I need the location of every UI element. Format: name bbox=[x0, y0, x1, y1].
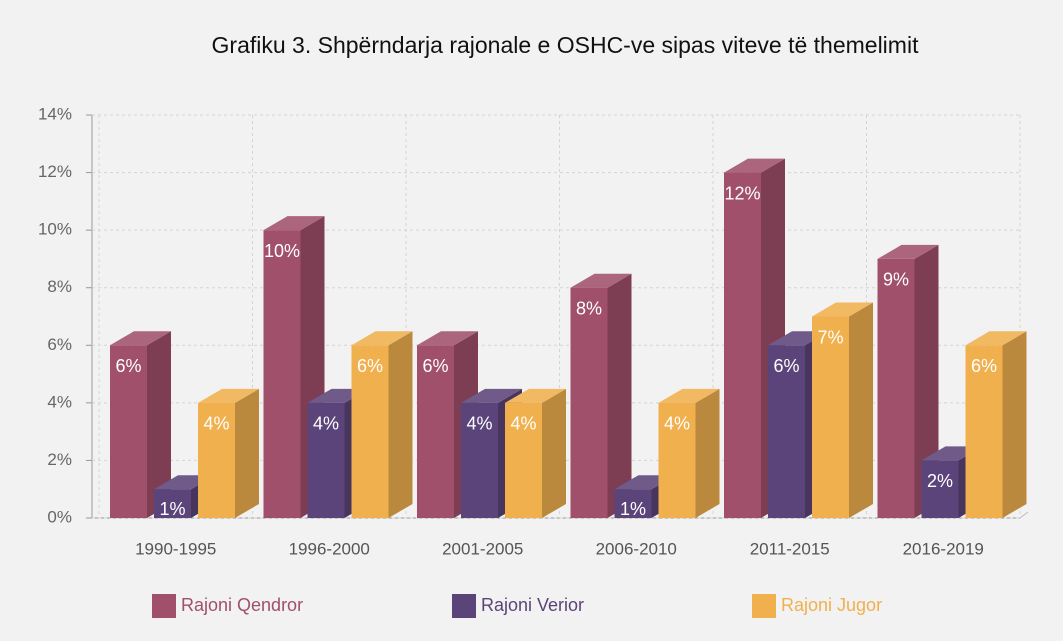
x-tick-label: 1990-1995 bbox=[135, 539, 216, 558]
bar bbox=[921, 460, 959, 518]
bar-side bbox=[695, 388, 720, 518]
x-tick-label: 2011-2015 bbox=[750, 539, 830, 558]
legend-label: Rajoni Verior bbox=[481, 595, 584, 615]
data-label: 4% bbox=[664, 414, 690, 434]
y-tick-label: 14% bbox=[38, 104, 72, 123]
bar bbox=[154, 489, 191, 518]
data-label: 6% bbox=[115, 356, 141, 376]
chart-title: Grafiku 3. Shpërndarja rajonale e OSHC-v… bbox=[212, 32, 920, 58]
x-tick-label: 2016-2019 bbox=[903, 539, 984, 558]
bar-side bbox=[235, 388, 259, 518]
bar-side bbox=[388, 331, 413, 518]
bar-top bbox=[877, 244, 939, 259]
bar-top bbox=[417, 331, 478, 346]
legend-label: Rajoni Jugor bbox=[781, 595, 882, 615]
bar-top bbox=[812, 302, 873, 317]
y-tick-label: 2% bbox=[47, 450, 72, 469]
legend-swatch bbox=[452, 594, 476, 618]
data-label: 7% bbox=[817, 327, 843, 347]
bar-top bbox=[351, 331, 413, 346]
bar bbox=[877, 258, 915, 518]
legend-swatch bbox=[152, 594, 176, 618]
data-label: 1% bbox=[620, 499, 646, 519]
bar bbox=[198, 402, 235, 518]
bar bbox=[614, 489, 652, 518]
bar bbox=[351, 345, 389, 518]
data-label: 2% bbox=[927, 471, 953, 491]
bar bbox=[461, 402, 498, 518]
legend-swatch bbox=[752, 594, 776, 618]
bar-side bbox=[607, 273, 632, 518]
bar-top bbox=[658, 388, 720, 403]
bar-top bbox=[505, 388, 566, 403]
y-tick-label: 12% bbox=[38, 162, 72, 181]
bar-top bbox=[110, 331, 171, 346]
bar bbox=[768, 345, 805, 518]
bar bbox=[263, 230, 301, 518]
data-label: 6% bbox=[773, 356, 799, 376]
bar-top bbox=[263, 216, 325, 231]
data-label: 6% bbox=[422, 356, 448, 376]
data-label: 10% bbox=[264, 241, 300, 261]
bar-top bbox=[461, 388, 522, 403]
data-label: 9% bbox=[883, 270, 909, 290]
y-tick-label: 4% bbox=[47, 392, 72, 411]
bar bbox=[110, 345, 147, 518]
data-label: 4% bbox=[510, 414, 536, 434]
bar bbox=[505, 402, 542, 518]
bar-top bbox=[570, 273, 632, 288]
bar-side bbox=[147, 331, 171, 518]
bar bbox=[307, 402, 345, 518]
data-label: 1% bbox=[159, 499, 185, 519]
data-label: 4% bbox=[313, 414, 339, 434]
bar-side bbox=[1002, 331, 1027, 518]
bar bbox=[658, 402, 696, 518]
bar bbox=[812, 316, 849, 518]
bar-top bbox=[965, 331, 1027, 346]
x-tick-label: 1996-2000 bbox=[289, 539, 370, 558]
data-label: 6% bbox=[357, 356, 383, 376]
x-tick-label: 2001-2005 bbox=[442, 539, 523, 558]
bar-side bbox=[542, 388, 566, 518]
data-label: 12% bbox=[724, 183, 760, 203]
data-label: 6% bbox=[971, 356, 997, 376]
legend-label: Rajoni Qendror bbox=[181, 595, 303, 615]
y-tick-label: 8% bbox=[47, 277, 72, 296]
data-label: 8% bbox=[576, 298, 602, 318]
y-tick-label: 0% bbox=[47, 507, 72, 526]
y-tick-label: 6% bbox=[47, 335, 72, 354]
bar bbox=[417, 345, 454, 518]
bar-side bbox=[914, 244, 939, 518]
x-axis-depth bbox=[1019, 511, 1029, 519]
bar-top bbox=[724, 158, 785, 173]
bar bbox=[570, 287, 608, 518]
data-label: 4% bbox=[203, 414, 229, 434]
data-label: 4% bbox=[466, 414, 492, 434]
x-tick-label: 2006-2010 bbox=[596, 539, 677, 558]
bar-top bbox=[198, 388, 259, 403]
y-tick-label: 10% bbox=[38, 220, 72, 239]
bar-side bbox=[849, 302, 873, 518]
bar bbox=[724, 172, 761, 519]
bar bbox=[965, 345, 1003, 518]
